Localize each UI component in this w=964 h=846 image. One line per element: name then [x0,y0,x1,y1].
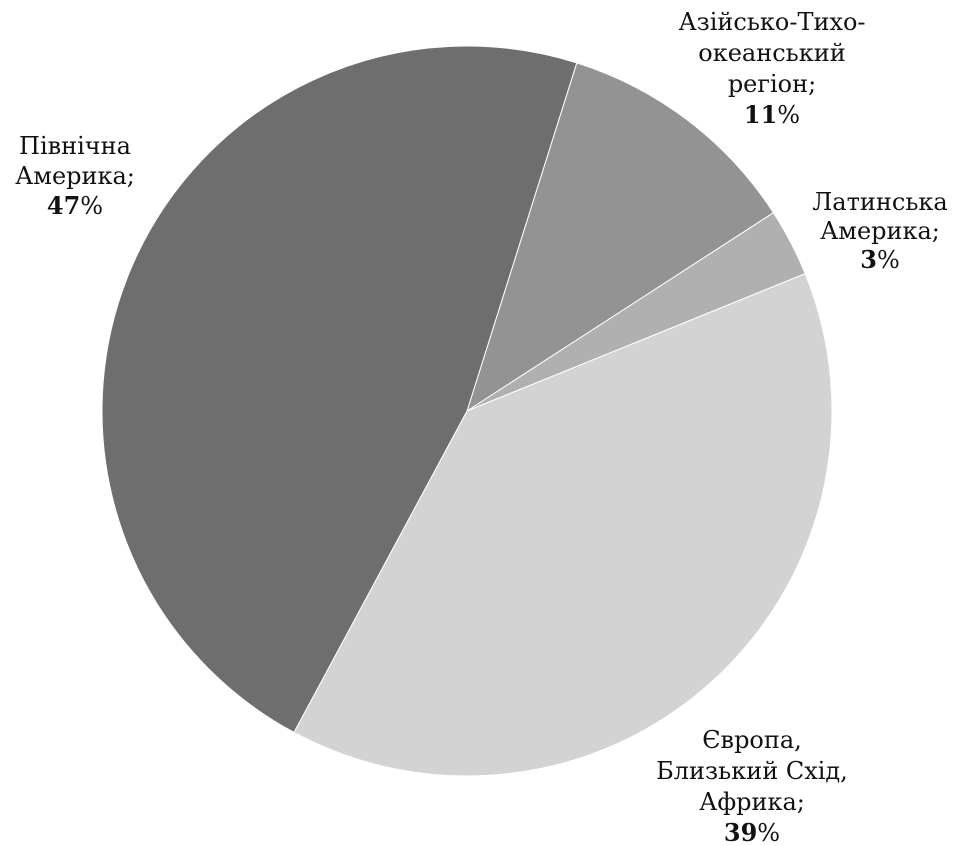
pie-slice-label-line: Європа, [702,726,802,754]
pie-slice-label-line: Америка; [820,217,940,245]
pie-slice-label-1: Азійсько-Тихо-океанський регіон; 11% [678,8,865,129]
pie-slice-label-3: Європа, Близький Схід, Африка; 39% [656,726,848,846]
pie-slice-label-4: Північна Америка; 47% [15,132,135,220]
pie-slice-label-line: Африка; [699,788,805,816]
pie-slice-label-line: Близький Схід, [656,757,848,785]
pie-slice-label-line: Азійсько-Тихо- [678,8,865,36]
pie-slice-value: 47% [47,191,103,220]
pie-slice-label-line: Північна [19,132,131,160]
pie-slice-label-line: Латинська [812,188,947,216]
pie-slice-1 [466,62,775,413]
pie-slice-label-2: Латинська Америка; 3% [812,188,947,274]
pie-slice-label-line: регіон; [728,70,816,98]
pie-slice-value: 11% [744,100,800,129]
pie-slices [101,45,833,777]
pie-slice-3 [293,273,833,777]
pie-slice-value: 3% [860,245,900,274]
pie-slice-4 [101,45,578,734]
pie-slice-value: 39% [724,818,780,846]
pie-labels: Азійсько-Тихо-океанський регіон; 11% Латинс… [15,8,948,846]
pie-slice-label-line: океанський [698,39,845,67]
pie-slice-label-line: Америка; [15,162,135,190]
